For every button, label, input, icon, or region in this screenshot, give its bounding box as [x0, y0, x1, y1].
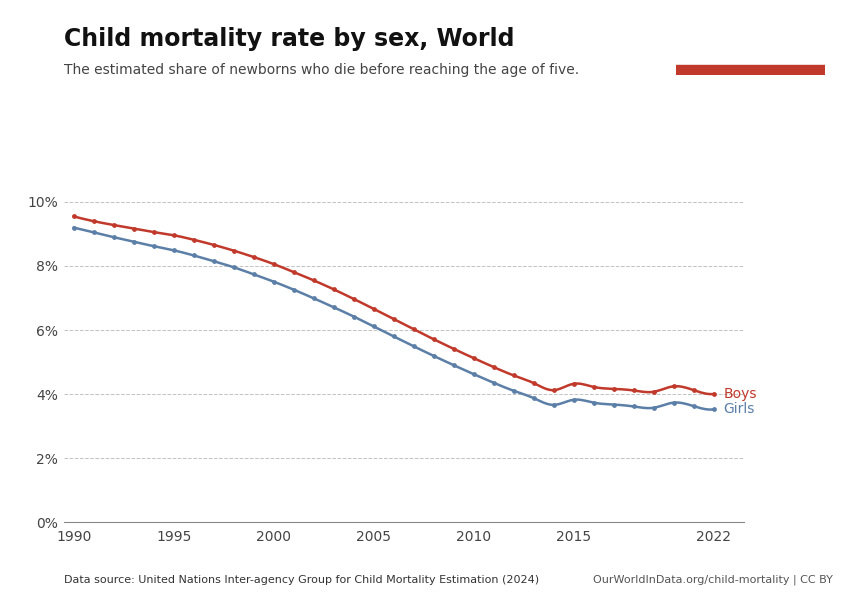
- Point: [147, 227, 161, 237]
- Point: [267, 277, 280, 286]
- Point: [607, 384, 620, 394]
- Point: [687, 401, 700, 411]
- Point: [587, 382, 601, 392]
- Point: [627, 401, 641, 411]
- Point: [147, 241, 161, 251]
- Point: [507, 371, 520, 380]
- Point: [287, 267, 301, 277]
- Point: [687, 385, 700, 395]
- Point: [247, 269, 261, 279]
- Point: [227, 262, 241, 272]
- Text: Girls: Girls: [723, 403, 755, 416]
- Point: [407, 341, 421, 351]
- Point: [87, 217, 100, 226]
- Point: [607, 400, 620, 409]
- Point: [647, 403, 660, 413]
- Point: [667, 382, 681, 391]
- Point: [207, 256, 220, 266]
- Point: [627, 386, 641, 395]
- Point: [67, 223, 81, 232]
- Point: [407, 325, 421, 334]
- Point: [567, 395, 581, 404]
- Text: Child mortality rate by sex, World: Child mortality rate by sex, World: [64, 27, 514, 51]
- Point: [467, 353, 480, 363]
- Point: [347, 312, 360, 322]
- Text: The estimated share of newborns who die before reaching the age of five.: The estimated share of newborns who die …: [64, 63, 579, 77]
- Point: [487, 378, 501, 388]
- Point: [547, 400, 560, 410]
- Point: [467, 370, 480, 379]
- Text: Our World
in Data: Our World in Data: [715, 22, 785, 53]
- Point: [207, 240, 220, 250]
- Point: [187, 251, 201, 260]
- Point: [307, 293, 320, 303]
- Point: [127, 224, 140, 233]
- Point: [107, 220, 121, 230]
- Point: [227, 246, 241, 256]
- Bar: [676, 65, 824, 75]
- Point: [387, 332, 400, 341]
- Point: [367, 304, 381, 314]
- Point: [527, 379, 541, 388]
- Text: Data source: United Nations Inter-agency Group for Child Mortality Estimation (2: Data source: United Nations Inter-agency…: [64, 575, 539, 585]
- Point: [427, 351, 440, 361]
- Point: [547, 385, 560, 395]
- Point: [127, 237, 140, 247]
- Point: [647, 387, 660, 397]
- Point: [587, 398, 601, 407]
- Point: [107, 232, 121, 242]
- Point: [667, 398, 681, 407]
- Point: [707, 404, 721, 414]
- Point: [367, 322, 381, 331]
- Point: [287, 285, 301, 295]
- Point: [167, 230, 180, 240]
- Point: [347, 294, 360, 304]
- Point: [487, 362, 501, 372]
- Point: [267, 259, 280, 269]
- Point: [327, 302, 341, 312]
- Point: [567, 379, 581, 389]
- Point: [167, 245, 180, 255]
- Point: [247, 252, 261, 262]
- Point: [427, 334, 440, 344]
- Point: [187, 235, 201, 245]
- Point: [507, 386, 520, 395]
- Point: [327, 284, 341, 294]
- Point: [707, 389, 721, 399]
- Point: [447, 361, 461, 370]
- Point: [387, 314, 400, 324]
- Text: Boys: Boys: [723, 387, 757, 401]
- Point: [67, 212, 81, 221]
- Text: OurWorldInData.org/child-mortality | CC BY: OurWorldInData.org/child-mortality | CC …: [593, 575, 833, 585]
- Point: [307, 275, 320, 285]
- Point: [527, 394, 541, 403]
- Point: [87, 227, 100, 237]
- Point: [447, 344, 461, 353]
